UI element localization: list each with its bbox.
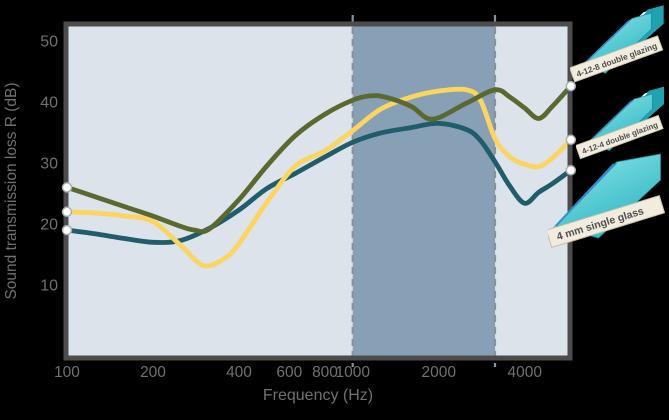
x-tick-label-1000: 1000 [335, 364, 370, 381]
glass-icon-4mm-single-glass: 4 mm single glass [548, 150, 669, 250]
x-tick-label-800: 800 [312, 364, 338, 381]
highlight-band [352, 24, 496, 358]
glass-icon-4-12-8-double-glazing: 4-12-8 double glazing [570, 0, 669, 90]
series-line-4-mm-single-glass [64, 120, 574, 245]
end-marker-4-12-4-double-glazing [565, 134, 577, 146]
y-tick-label-30: 30 [40, 156, 58, 173]
y-axis-title: Sound transmission loss R (dB) [3, 82, 20, 299]
x-tick-label-200: 200 [140, 364, 166, 381]
x-tick-label-4000: 4000 [507, 364, 542, 381]
glass-pane-edge [552, 163, 618, 228]
start-marker-4-mm-single-glass [61, 224, 73, 236]
x-tick-label-400: 400 [226, 364, 252, 381]
series-line-4-12-4-double-glazing [64, 86, 574, 269]
end-marker-4-mm-single-glass [565, 165, 577, 176]
y-tick-label-40: 40 [40, 95, 58, 112]
y-tick-label-50: 50 [40, 34, 58, 51]
glass-pane-edge [587, 99, 635, 143]
x-tick-label-600: 600 [276, 364, 302, 381]
series-line-4-12-8-double-glazing [64, 83, 574, 235]
x-tick-label-2000: 2000 [421, 364, 456, 381]
start-marker-4-12-8-double-glazing [61, 182, 73, 193]
y-tick-label-10: 10 [40, 278, 58, 295]
glass-icon-4-12-4-double-glazing: 4-12-4 double glazing [576, 82, 669, 166]
y-tick-label-20: 20 [40, 217, 58, 234]
x-axis-title: Frequency (Hz) [263, 387, 373, 404]
x-tick-label-100: 100 [54, 364, 80, 381]
glass-pane-edge [582, 19, 632, 65]
end-marker-4-12-8-double-glazing [565, 80, 577, 92]
start-marker-4-12-4-double-glazing [61, 206, 73, 218]
